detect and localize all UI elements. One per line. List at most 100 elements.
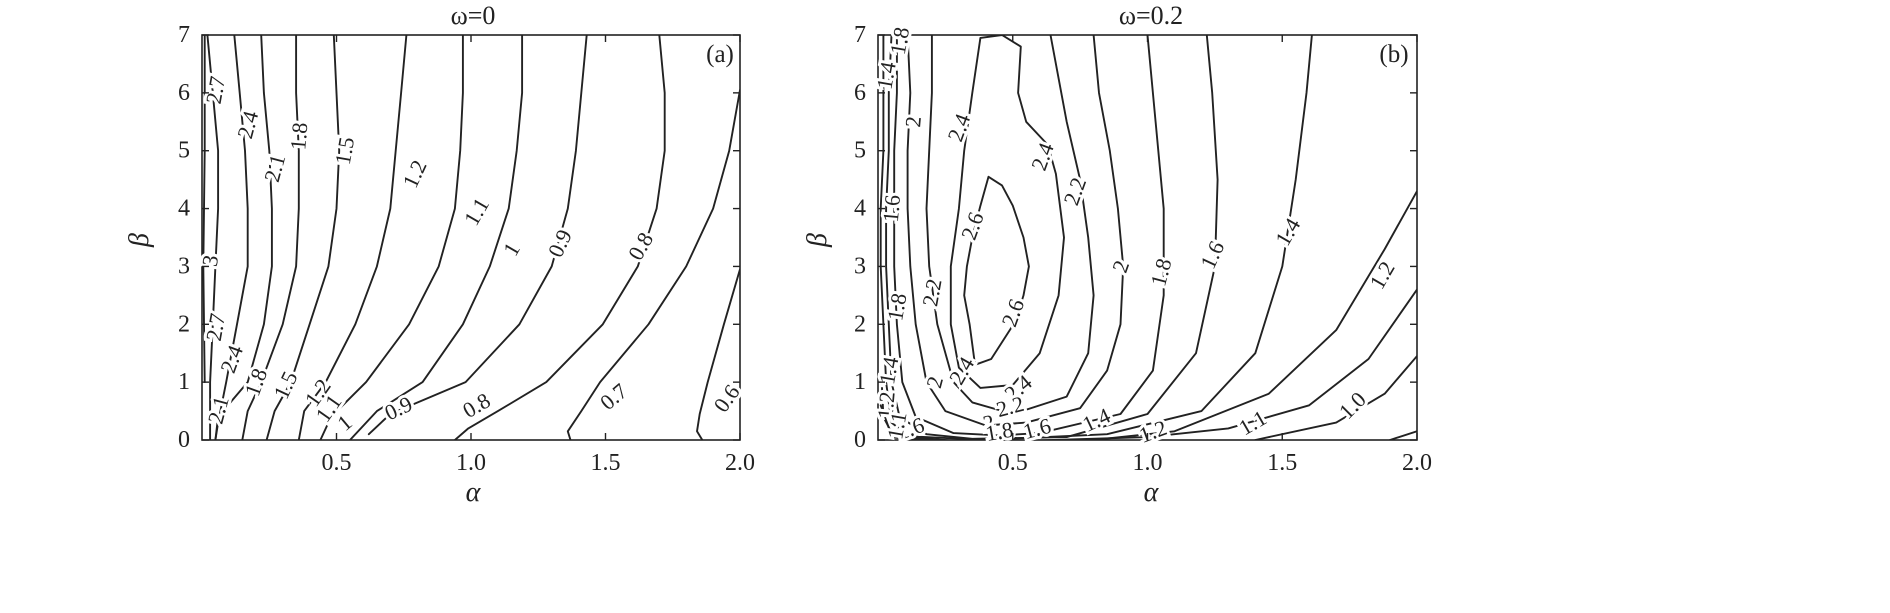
x-tick-label: 1.5 (1267, 450, 1297, 476)
x-tick-label: 2.0 (1402, 450, 1432, 476)
y-tick-label: 6 (854, 80, 866, 106)
contour-label: 1.0 (1334, 387, 1371, 424)
contour-line-0-6 (696, 268, 740, 440)
x-tick-label: 0.5 (322, 450, 352, 476)
contour-label: 1.4 (871, 60, 900, 91)
y-tick-label: 0 (854, 427, 866, 453)
contour-line-1-0 (1254, 355, 1417, 440)
contour-label: 1.8 (239, 365, 272, 399)
contour-label: 2.4 (215, 342, 248, 376)
contour-label: 2.6 (956, 209, 989, 243)
contour-label: 2.1 (259, 152, 290, 185)
contour-label: 1.8 (882, 291, 911, 322)
contour-line-1-6 (885, 35, 1219, 440)
contour-line-edge (1389, 430, 1417, 440)
contour-line-2-6 (963, 175, 1030, 366)
y-tick-label: 4 (854, 196, 866, 222)
contour-label: 1.5 (268, 367, 302, 402)
contour-line-2-4 (949, 35, 1065, 389)
panel-label: (b) (1379, 41, 1408, 68)
contour-label: 1 (332, 410, 356, 436)
contour-line-1-8 (241, 35, 300, 440)
contour-label: 1.2 (1364, 257, 1399, 293)
contour-label: 0.9 (381, 391, 416, 425)
contour-label: 1.8 (885, 25, 914, 56)
contour-line-1-1 (319, 35, 464, 440)
contour-label: 1.1 (459, 193, 494, 229)
y-tick-label: 4 (178, 196, 190, 222)
y-tick-label: 5 (178, 138, 190, 164)
contour-label: 2.1 (203, 393, 234, 426)
contour-label: 0.9 (543, 226, 577, 261)
contour-line-0-9 (367, 35, 588, 436)
contour-label: 3 (197, 253, 224, 268)
x-axis-ticks: 0.5 1.0 1.5 2.0 (998, 35, 1432, 476)
y-tick-label: 0 (178, 427, 190, 453)
contour-panel-b: ω=0.2 2.62.62.42.42.4 2.42.22.22.222221.8… (802, 1, 1432, 508)
y-axis-ticks: 0 1 2 3 4 5 6 7 (854, 22, 1417, 453)
contour-line-0-8 (453, 35, 666, 440)
x-tick-label: 2.0 (725, 450, 755, 476)
x-axis-ticks: 0.5 1.0 1.5 2.0 (322, 35, 755, 476)
contour-label: 1 (498, 238, 525, 260)
y-tick-label: 6 (178, 80, 190, 106)
contour-label: 2.2 (1058, 174, 1091, 208)
contour-label: 0.7 (595, 378, 632, 415)
contour-label: 1.6 (1195, 237, 1229, 272)
x-tick-label: 1.0 (1133, 450, 1163, 476)
x-axis-label: α (1144, 477, 1160, 508)
contour-line-1-8 (893, 35, 1165, 437)
x-tick-label: 1.5 (591, 450, 621, 476)
contour-line-1-2 (297, 35, 408, 440)
y-tick-label: 3 (178, 253, 190, 279)
contour-label: 2 (1107, 257, 1134, 276)
contour-label: 2.4 (942, 110, 975, 144)
y-tick-label: 2 (178, 311, 190, 337)
panel-title: ω=0 (451, 1, 496, 30)
contour-labels: 2.62.62.42.42.4 2.42.22.22.222221.81.81.8… (868, 22, 1402, 451)
contour-lines (202, 35, 740, 440)
contour-label: 1.8 (1145, 256, 1176, 289)
panel-title: ω=0.2 (1119, 1, 1183, 30)
contour-label: 1.8 (285, 121, 312, 151)
contour-label: 1.2 (872, 390, 899, 420)
contour-line-2 (906, 35, 1125, 427)
contour-label: 2.7 (201, 74, 230, 105)
x-tick-label: 0.5 (998, 450, 1028, 476)
contour-label: 1.8 (984, 417, 1015, 446)
contour-label: 2.4 (232, 108, 263, 141)
contour-lines (879, 35, 1417, 440)
contour-line-2-4 (214, 35, 249, 440)
y-axis-label: β (124, 233, 155, 248)
y-tick-label: 3 (854, 253, 866, 279)
y-tick-label: 1 (854, 369, 866, 395)
contour-line-2-7 (206, 35, 220, 440)
contour-label: 0.8 (623, 228, 658, 264)
contour-line-2-2 (925, 35, 1095, 415)
contour-label: 1.1 (882, 410, 911, 441)
contour-label: 1.4 (1270, 214, 1305, 250)
contour-label: 1.1 (1234, 405, 1270, 440)
contour-label: 2.7 (201, 311, 230, 342)
contour-label: 1.5 (330, 135, 359, 166)
contour-line-1 (349, 35, 524, 440)
contour-label: 2.2 (917, 277, 946, 308)
y-tick-label: 5 (854, 138, 866, 164)
y-tick-label: 7 (854, 22, 866, 48)
contour-label: 2.6 (996, 296, 1029, 330)
contour-line-0-7 (566, 89, 740, 440)
y-tick-label: 2 (854, 311, 866, 337)
x-axis-label: α (466, 477, 482, 508)
y-axis-label: β (802, 233, 833, 248)
y-tick-label: 7 (178, 22, 190, 48)
contour-label: 1.2 (397, 156, 431, 191)
contour-label: 2 (900, 115, 926, 128)
panel-label: (a) (706, 41, 734, 68)
y-axis-ticks: 0 1 2 3 4 5 6 7 (178, 22, 740, 453)
contour-line-1-1 (879, 288, 1417, 440)
contour-line-2-1 (214, 35, 273, 440)
x-tick-label: 1.0 (456, 450, 486, 476)
contour-labels: 32.72.72.42.42.12.11.81.81.51.51.21.21.1… (194, 71, 748, 439)
contour-label: 0.8 (458, 388, 494, 423)
